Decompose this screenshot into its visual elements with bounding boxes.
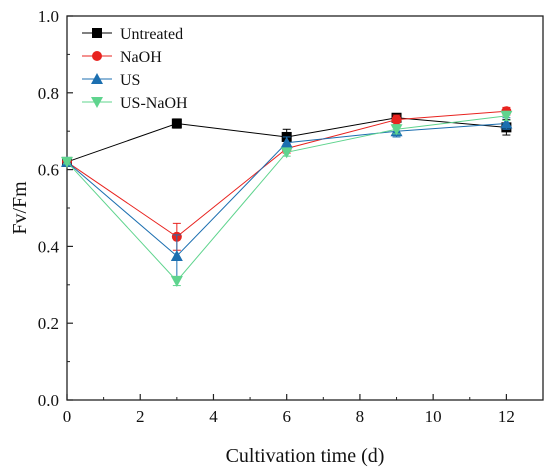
data-point — [171, 118, 182, 129]
x-tick-label: 4 — [209, 407, 218, 426]
legend-label: US — [120, 72, 140, 89]
legend-label: Untreated — [120, 26, 183, 43]
legend-marker — [92, 51, 102, 61]
x-tick-label: 8 — [356, 407, 365, 426]
y-tick-label: 1.0 — [38, 7, 59, 26]
data-point — [170, 250, 183, 261]
x-tick-label: 6 — [282, 407, 291, 426]
x-tick-label: 12 — [498, 407, 515, 426]
y-tick-label: 0.2 — [38, 314, 59, 333]
data-point — [500, 117, 513, 129]
x-tick-label: 2 — [136, 407, 145, 426]
data-point — [280, 147, 293, 159]
data-point — [390, 124, 403, 136]
y-tick-label: 0.4 — [38, 237, 60, 256]
data-point — [61, 156, 73, 168]
data-point — [170, 275, 183, 287]
y-tick-label: 0.0 — [38, 391, 59, 410]
series-us — [61, 117, 513, 278]
y-tick-label: 0.8 — [38, 84, 59, 103]
legend-marker — [91, 73, 103, 84]
x-tick-label: 0 — [63, 407, 72, 426]
legend-marker — [92, 28, 102, 38]
series-us-naoh — [61, 110, 513, 287]
data-point — [391, 114, 402, 125]
legend-marker — [91, 97, 103, 108]
data-point — [280, 136, 293, 148]
y-tick-label: 0.6 — [38, 161, 59, 180]
data-point — [500, 110, 513, 122]
legend-label: US-NaOH — [120, 95, 188, 112]
y-axis-title: Fv/Fm — [9, 181, 31, 235]
x-axis-title: Cultivation time (d) — [226, 445, 385, 467]
legend-label: NaOH — [120, 49, 162, 66]
x-tick-label: 10 — [425, 407, 442, 426]
